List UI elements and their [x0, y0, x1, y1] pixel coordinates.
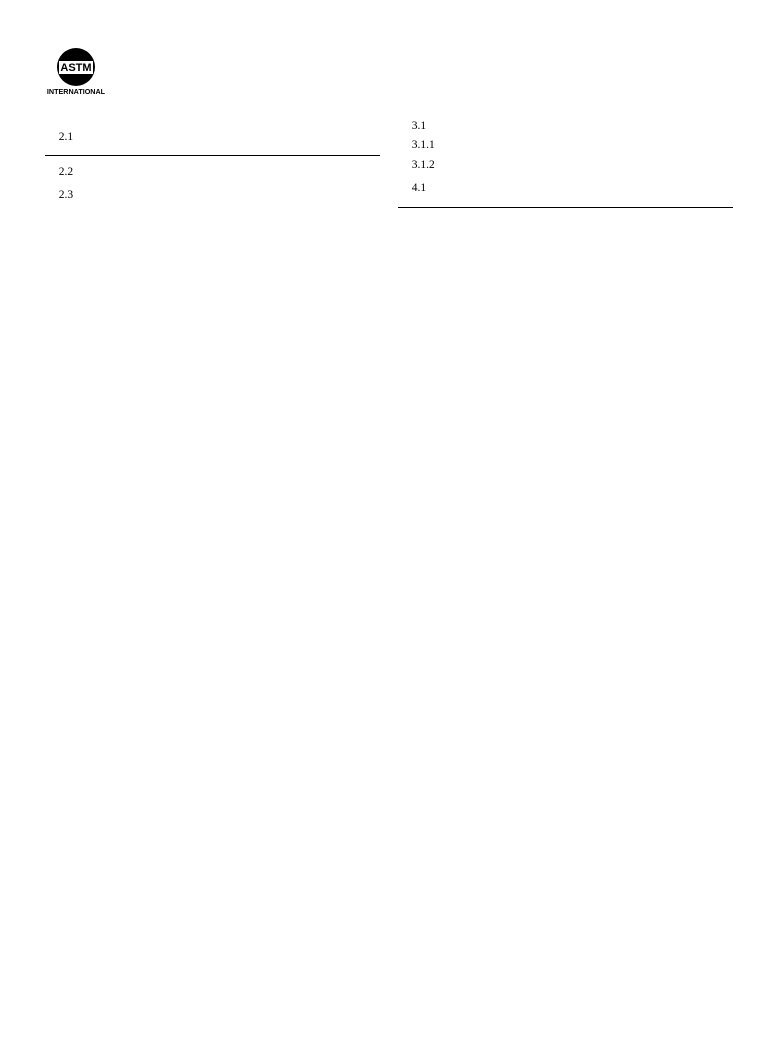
- footnotes-left: [45, 155, 380, 160]
- designation-wrap: [115, 47, 733, 57]
- sub-2-1: 2.1: [45, 127, 380, 145]
- para-3-1-1: 3.1.1: [398, 138, 733, 154]
- svg-text:ASTM: ASTM: [60, 62, 91, 74]
- sub-2-3: 2.3: [45, 185, 380, 203]
- sub-3-1: 3.1: [398, 119, 733, 135]
- sub-2-2: 2.2: [45, 162, 380, 180]
- body-columns: 2.1 2.2 2.3 3.1 3.1.1 3.1.2 4.1: [45, 119, 733, 214]
- notice-banner: [45, 20, 733, 35]
- footnotes-right: [398, 207, 733, 212]
- para-4-1: 4.1: [398, 181, 733, 197]
- para-3-1-2: 3.1.2: [398, 158, 733, 174]
- page: ASTM INTERNATIONAL 2.1: [0, 0, 778, 268]
- header-row: ASTM INTERNATIONAL: [45, 47, 733, 97]
- astm-logo: ASTM INTERNATIONAL: [45, 47, 107, 97]
- svg-text:INTERNATIONAL: INTERNATIONAL: [47, 87, 106, 96]
